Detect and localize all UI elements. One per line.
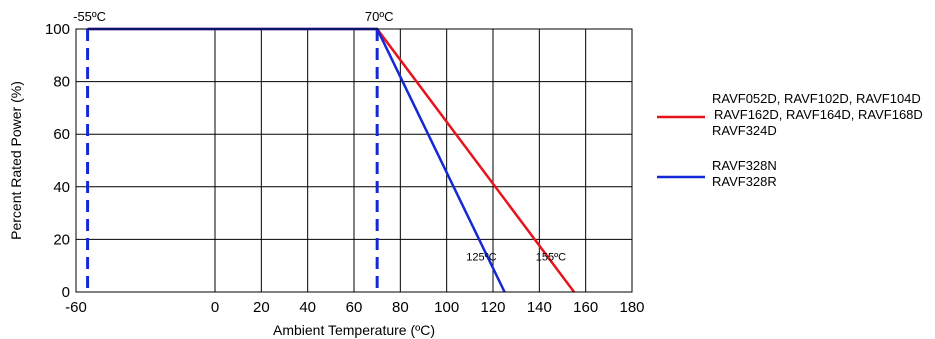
y-tick-label-60: 60 xyxy=(53,126,70,143)
x-tick-label-100: 100 xyxy=(434,299,459,316)
y-tick-label-100: 100 xyxy=(45,21,70,38)
annotations: -55ºC 70ºC 125ºC 155ºC xyxy=(73,9,566,264)
x-tick-label-60: 60 xyxy=(346,299,363,316)
legend-label-0-1: RAVF162D, RAVF164D, RAVF168D xyxy=(714,107,923,122)
annotation-3: 155ºC xyxy=(536,252,566,264)
legend-label-1-0: RAVF328N xyxy=(712,158,777,173)
legend-label-0-2: RAVF324D xyxy=(712,123,777,138)
y-axis-title: Percent Rated Power (%) xyxy=(8,81,24,240)
legend-label-1-1: RAVF328R xyxy=(712,174,777,189)
x-tick-label-20: 20 xyxy=(253,299,270,316)
annotation-1: 70ºC xyxy=(365,9,394,24)
y-tick-label-80: 80 xyxy=(53,74,70,91)
x-tick-label-160: 160 xyxy=(573,299,598,316)
y-tick-label-0: 0 xyxy=(62,284,70,301)
annotation-0: -55ºC xyxy=(73,9,106,24)
x-tick-label-180: 180 xyxy=(619,299,644,316)
x-tick-label-0: 0 xyxy=(211,299,219,316)
x-tick-label-40: 40 xyxy=(299,299,316,316)
grid xyxy=(76,29,632,292)
y-tick-labels: 0 20 40 60 80 100 xyxy=(45,21,70,301)
x-tick-label-80: 80 xyxy=(392,299,409,316)
reference-lines xyxy=(86,29,379,292)
legend-label-0-0: RAVF052D, RAVF102D, RAVF104D xyxy=(712,91,921,106)
x-tick-labels: -60 0 20 40 60 80 100 120 140 160 180 xyxy=(65,299,644,316)
plot-frame xyxy=(75,28,633,293)
x-axis-title: Ambient Temperature (ºC) xyxy=(273,322,435,338)
y-tick-label-40: 40 xyxy=(53,179,70,196)
x-tick-label-140: 140 xyxy=(527,299,552,316)
x-tick-label-120: 120 xyxy=(480,299,505,316)
y-tick-label-20: 20 xyxy=(53,231,70,248)
x-tick-label--60: -60 xyxy=(65,299,87,316)
annotation-2: 125ºC xyxy=(466,252,496,264)
